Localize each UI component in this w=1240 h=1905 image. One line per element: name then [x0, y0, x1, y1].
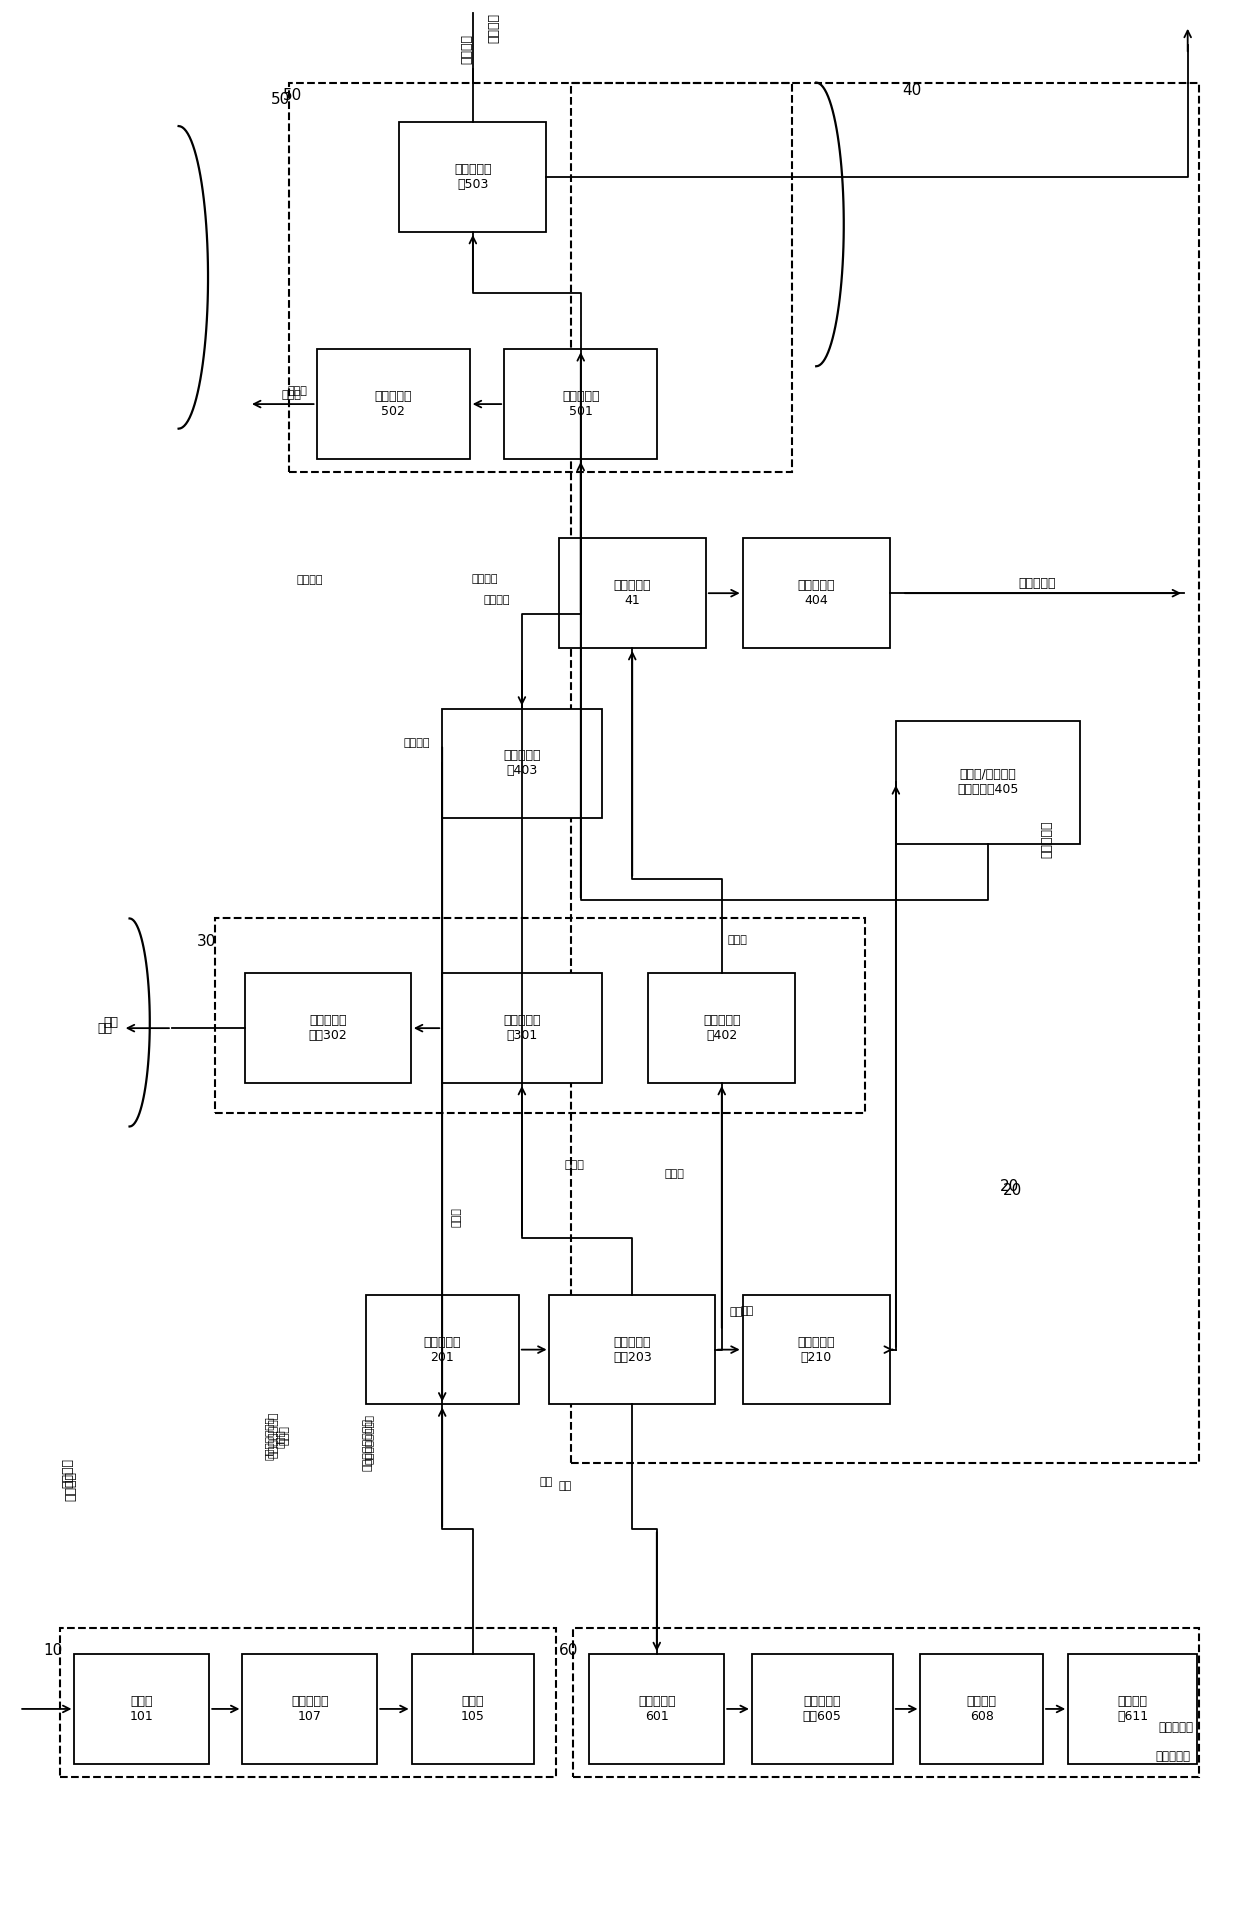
FancyBboxPatch shape	[412, 1654, 534, 1764]
Text: 可回收流水: 可回收流水	[1159, 1722, 1194, 1734]
Text: 微过滤器
608: 微过滤器 608	[967, 1695, 997, 1722]
Text: 固液混合水处理剂: 固液混合水处理剂	[363, 1414, 373, 1463]
Text: 回收油/液态触媒
混合物存槽405: 回收油/液态触媒 混合物存槽405	[957, 768, 1018, 796]
Text: 油泥暂存槽
107: 油泥暂存槽 107	[291, 1695, 329, 1722]
Text: 泥浆预热槽
201: 泥浆预热槽 201	[424, 1335, 461, 1364]
Text: 阴阳子交
换611: 阴阳子交 换611	[1117, 1695, 1148, 1722]
Text: 微气泡萃取
41: 微气泡萃取 41	[614, 579, 651, 608]
Text: 排气: 排气	[104, 1015, 119, 1029]
Text: 液态触媒: 液态触媒	[403, 739, 430, 749]
Text: 回收油暂存
槽503: 回收油暂存 槽503	[454, 164, 491, 190]
FancyBboxPatch shape	[743, 539, 890, 648]
FancyBboxPatch shape	[399, 122, 547, 232]
Text: 液态触媒: 液态触媒	[484, 594, 510, 604]
FancyBboxPatch shape	[589, 1654, 724, 1764]
Text: 至原油槽: 至原油槽	[460, 34, 474, 63]
Text: 石油气回收
槽301: 石油气回收 槽301	[503, 1013, 541, 1042]
Text: 至原油槽: 至原油槽	[487, 13, 501, 42]
Text: 石油气: 石油气	[451, 1208, 463, 1227]
Text: 废油渣暂存
槽402: 废油渣暂存 槽402	[703, 1013, 740, 1042]
Text: 废油渣: 废油渣	[728, 935, 748, 945]
Text: 掩埋或固化: 掩埋或固化	[1040, 821, 1053, 857]
FancyBboxPatch shape	[316, 349, 470, 459]
Text: 粉碎机
101: 粉碎机 101	[130, 1695, 154, 1722]
Text: 油基钻井液混合
处理剂: 油基钻井液混合 处理剂	[268, 1412, 290, 1457]
FancyBboxPatch shape	[559, 539, 706, 648]
Text: 20: 20	[1001, 1179, 1019, 1194]
FancyBboxPatch shape	[242, 1654, 377, 1764]
Text: 可回收流水: 可回收流水	[1156, 1749, 1190, 1762]
FancyBboxPatch shape	[246, 973, 410, 1082]
Text: 回收油: 回收油	[281, 391, 301, 400]
Text: 油基钻井液混合
处理剂: 油基钻井液混合 处理剂	[263, 1417, 285, 1461]
FancyBboxPatch shape	[74, 1654, 210, 1764]
FancyBboxPatch shape	[443, 709, 601, 819]
Text: 钻井油泥: 钻井油泥	[62, 1457, 74, 1488]
Text: 回收: 回收	[740, 1305, 754, 1316]
Text: 搅拌槽
105: 搅拌槽 105	[461, 1695, 485, 1722]
Text: 液态触媒: 液态触媒	[296, 575, 322, 585]
Text: 30: 30	[197, 933, 216, 949]
Text: 废水: 废水	[558, 1480, 572, 1492]
Text: 10: 10	[43, 1642, 63, 1657]
FancyBboxPatch shape	[549, 1295, 715, 1404]
FancyBboxPatch shape	[895, 720, 1080, 844]
Text: 液态触媒储
槽403: 液态触媒储 槽403	[503, 749, 541, 777]
Text: 液态触媒: 液态触媒	[472, 573, 498, 583]
FancyBboxPatch shape	[366, 1295, 518, 1404]
Text: 回收: 回收	[730, 1307, 743, 1316]
Text: 回收油暂存
槽210: 回收油暂存 槽210	[797, 1335, 835, 1364]
Text: 掩埋或固化: 掩埋或固化	[1018, 577, 1055, 591]
Text: 废水暂存槽
601: 废水暂存槽 601	[639, 1695, 676, 1722]
Text: 废水: 废水	[539, 1476, 553, 1488]
Text: 分子蒸馏器
502: 分子蒸馏器 502	[374, 391, 412, 417]
Text: 50: 50	[270, 91, 290, 107]
Text: 废油渣: 废油渣	[663, 1170, 684, 1179]
Text: 热氧化焚毁
装置302: 热氧化焚毁 装置302	[309, 1013, 347, 1042]
Text: 20: 20	[1003, 1183, 1022, 1198]
Text: 钻井油泥: 钻井油泥	[64, 1471, 77, 1501]
Text: 石油气: 石油气	[565, 1160, 585, 1170]
FancyBboxPatch shape	[649, 973, 795, 1082]
Text: 排气: 排气	[97, 1021, 112, 1034]
Text: 精管油水分
离机605: 精管油水分 离机605	[802, 1695, 842, 1722]
Text: 50: 50	[283, 88, 303, 103]
FancyBboxPatch shape	[743, 1295, 890, 1404]
Text: 60: 60	[559, 1642, 578, 1657]
FancyBboxPatch shape	[443, 973, 601, 1082]
Text: 回收油: 回收油	[288, 387, 308, 396]
FancyBboxPatch shape	[751, 1654, 893, 1764]
Text: 分子蒸馏器
501: 分子蒸馏器 501	[562, 391, 599, 417]
Text: 旋流三相分
离机203: 旋流三相分 离机203	[613, 1335, 652, 1364]
Text: 40: 40	[901, 82, 921, 97]
Text: 固液混合水处理剂: 固液混合水处理剂	[362, 1417, 372, 1471]
FancyBboxPatch shape	[920, 1654, 1043, 1764]
FancyBboxPatch shape	[1068, 1654, 1197, 1764]
FancyBboxPatch shape	[505, 349, 657, 459]
Text: 固体废弃物
404: 固体废弃物 404	[797, 579, 835, 608]
